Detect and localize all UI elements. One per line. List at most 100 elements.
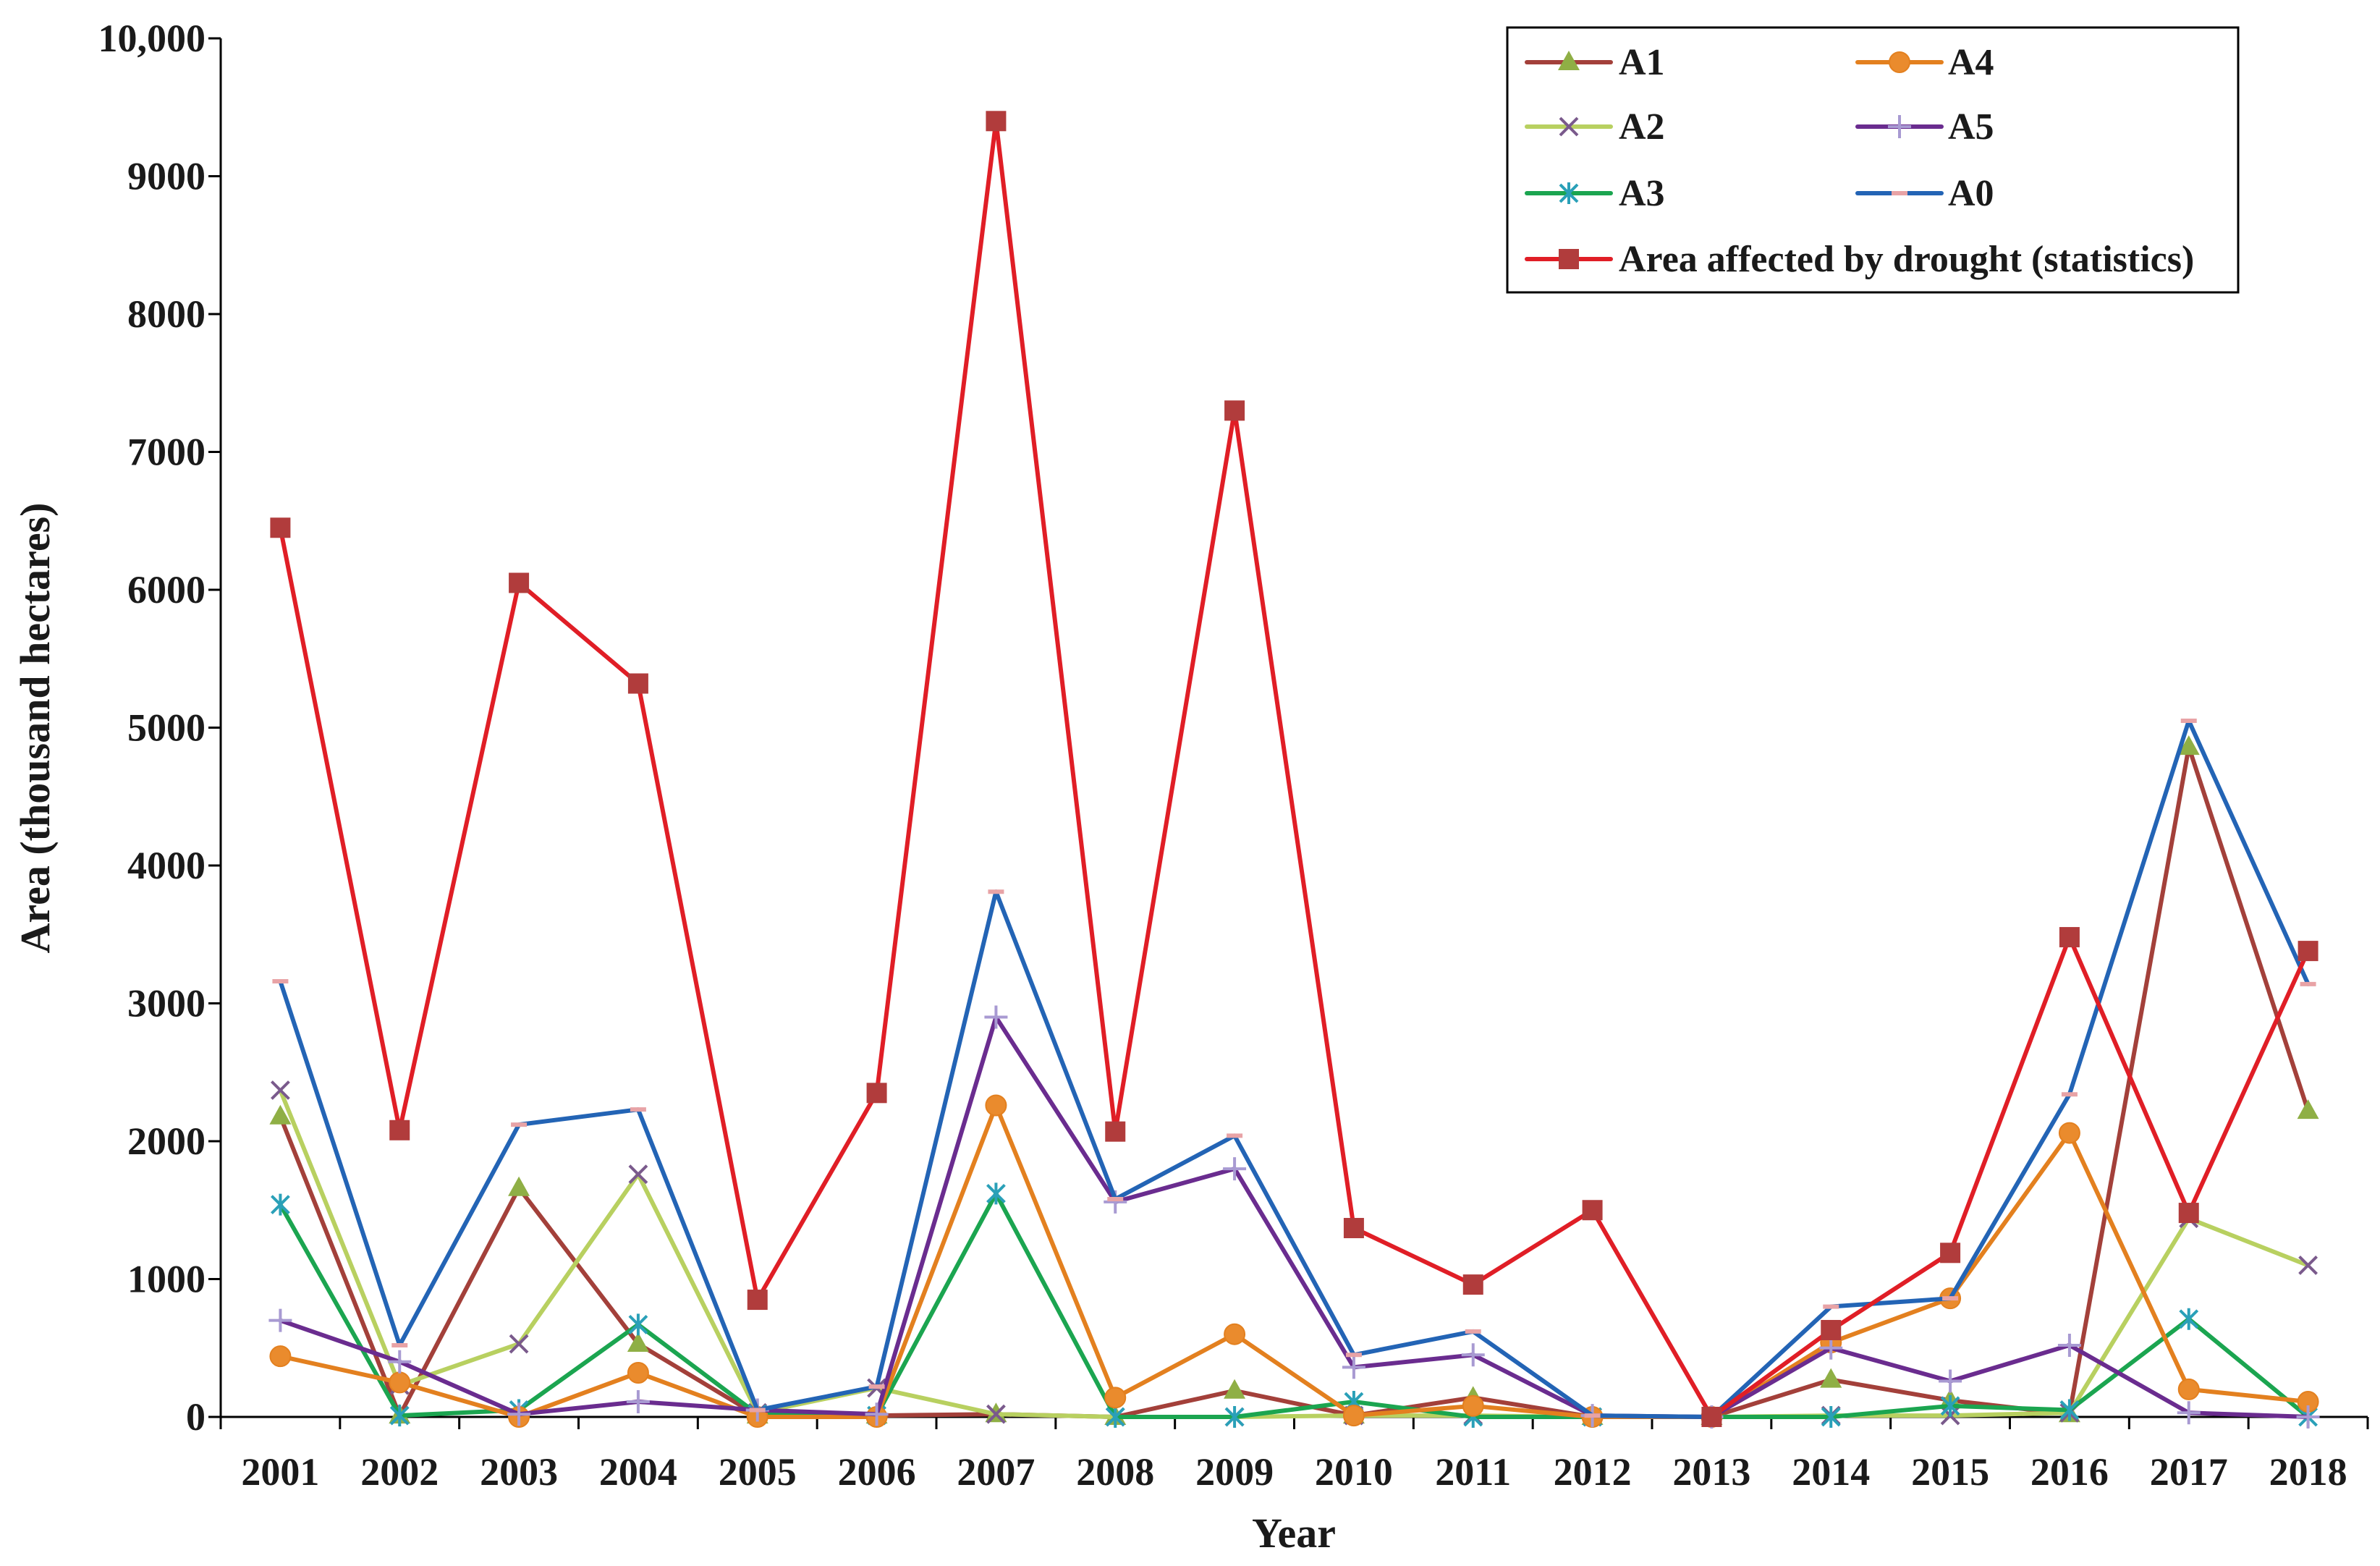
legend-marker-a5 bbox=[1888, 115, 1911, 138]
series-line-area-affected-by-drought-statistics bbox=[278, 119, 2311, 1419]
data-point-a5-2002 bbox=[388, 1350, 412, 1374]
series-line-a0 bbox=[278, 719, 2311, 1419]
data-point-a2-2007 bbox=[986, 1404, 1006, 1424]
data-point-a3-2007 bbox=[986, 1182, 1006, 1205]
x-tick-label: 2017 bbox=[2150, 1450, 2228, 1494]
data-point-area-affected-by-drought-statistics-2018 bbox=[2298, 941, 2318, 962]
y-tick-label: 5000 bbox=[127, 706, 206, 750]
data-point-area-affected-by-drought-statistics-2011 bbox=[1462, 1274, 1483, 1295]
x-tick-label: 2011 bbox=[1435, 1450, 1511, 1494]
axes: 0 1000 2000 3000 4000 5000 6000 7000 8000 9000 10,… bbox=[98, 17, 2369, 1494]
legend-marker-group-a2 bbox=[1559, 117, 1579, 137]
legend-label-a0: A0 bbox=[1948, 173, 1994, 214]
legend-marker-area-affected-by-drought-statistics bbox=[1559, 249, 1579, 269]
legend-item-a4: A4 bbox=[1855, 42, 1994, 83]
data-point-a4-2017 bbox=[2177, 1378, 2200, 1400]
data-point-area-affected-by-drought-statistics-2015 bbox=[1940, 1243, 1961, 1264]
data-point-a1-2017 bbox=[2177, 735, 2200, 756]
data-point-area-affected-by-drought-statistics-2009 bbox=[1224, 400, 1245, 421]
legend-item-a5: A5 bbox=[1855, 106, 1994, 148]
data-point-area-affected-by-drought-statistics-2001 bbox=[270, 517, 291, 538]
data-point-area-affected-by-drought-statistics-2006 bbox=[866, 1083, 887, 1104]
data-point-a3-2002 bbox=[389, 1405, 410, 1427]
data-point-a5-2009 bbox=[1223, 1157, 1247, 1181]
legend-label-drought-statistics: Area affected by drought (statistics) bbox=[1619, 239, 2194, 280]
x-tick-label: 2013 bbox=[1672, 1450, 1750, 1494]
data-point-a5-2018 bbox=[2296, 1405, 2320, 1429]
data-point-area-affected-by-drought-statistics-2008 bbox=[1105, 1121, 1126, 1142]
series-layer bbox=[268, 111, 2320, 1429]
legend-marker-group-drought-statistics bbox=[1559, 249, 1579, 269]
x-tick-label: 2004 bbox=[599, 1450, 677, 1494]
series-line-a1 bbox=[278, 745, 2311, 1419]
data-point-a3-2004 bbox=[628, 1313, 648, 1336]
data-point-a2-2003 bbox=[509, 1334, 529, 1354]
y-tick-label: 4000 bbox=[127, 844, 206, 887]
data-point-area-affected-by-drought-statistics-2002 bbox=[389, 1120, 410, 1140]
data-point-a4-2008 bbox=[1104, 1387, 1127, 1409]
data-point-a4-2004 bbox=[627, 1362, 649, 1384]
y-tick-label: 8000 bbox=[127, 292, 206, 336]
data-point-a5-2001 bbox=[268, 1308, 292, 1332]
data-point-area-affected-by-drought-statistics-2004 bbox=[627, 673, 648, 694]
x-tick-label: 2016 bbox=[2030, 1450, 2109, 1494]
data-point-a3-2001 bbox=[271, 1193, 290, 1216]
legend-marker-a2 bbox=[1559, 117, 1579, 137]
data-point-a3-2008 bbox=[1105, 1406, 1125, 1428]
legend-item-a0: A0 bbox=[1855, 173, 1994, 214]
x-tick-label: 2003 bbox=[480, 1450, 558, 1494]
y-tick-label: 10,000 bbox=[98, 17, 206, 60]
legend-box bbox=[1506, 26, 2240, 294]
data-point-a4-2001 bbox=[269, 1345, 292, 1368]
legend: A1 A4 A2 A5 A3 A0 bbox=[1506, 26, 2240, 294]
legend-label-a1: A1 bbox=[1619, 42, 1665, 83]
data-point-area-affected-by-drought-statistics-2017 bbox=[2178, 1203, 2199, 1224]
x-tick-label: 2008 bbox=[1076, 1450, 1154, 1494]
y-tick-label: 1000 bbox=[127, 1258, 206, 1301]
x-tick-label: 2001 bbox=[241, 1450, 319, 1494]
legend-label-a5: A5 bbox=[1948, 106, 1994, 148]
data-point-a1-2004 bbox=[627, 1332, 649, 1353]
series-area-affected-by-drought-statistics bbox=[270, 111, 2318, 1427]
y-tick-label: 6000 bbox=[127, 568, 206, 611]
legend-label-a3: A3 bbox=[1619, 173, 1665, 214]
legend-item-a2: A2 bbox=[1525, 106, 1665, 148]
x-tick-label: 2015 bbox=[1911, 1450, 1989, 1494]
data-point-a4-2007 bbox=[985, 1094, 1007, 1117]
series-a5 bbox=[268, 1005, 2320, 1429]
data-point-a1-2009 bbox=[1224, 1379, 1246, 1399]
series-a1 bbox=[269, 735, 2319, 1425]
data-point-a1-2014 bbox=[1820, 1368, 1842, 1388]
data-point-area-affected-by-drought-statistics-2013 bbox=[1701, 1407, 1722, 1427]
legend-item-a3: A3 bbox=[1525, 173, 1665, 214]
data-point-a4-2010 bbox=[1342, 1405, 1365, 1427]
x-tick-label: 2006 bbox=[838, 1450, 916, 1494]
data-point-a5-2003 bbox=[507, 1402, 531, 1426]
data-point-area-affected-by-drought-statistics-2010 bbox=[1343, 1218, 1364, 1239]
legend-marker-group-a5 bbox=[1888, 115, 1911, 138]
data-point-a4-2002 bbox=[389, 1371, 411, 1394]
data-point-a5-2017 bbox=[2177, 1401, 2201, 1425]
data-point-a4-2016 bbox=[2058, 1122, 2080, 1144]
data-point-a5-2011 bbox=[1461, 1343, 1485, 1367]
data-point-a5-2006 bbox=[865, 1402, 889, 1426]
x-tick-label: 2009 bbox=[1195, 1450, 1274, 1494]
y-tick-label: 9000 bbox=[127, 155, 206, 198]
data-point-a4-2009 bbox=[1224, 1323, 1246, 1345]
data-point-area-affected-by-drought-statistics-2005 bbox=[747, 1290, 768, 1311]
data-point-a3-2009 bbox=[1224, 1406, 1245, 1428]
legend-item-drought-statistics: Area affected by drought (statistics) bbox=[1525, 239, 2194, 280]
y-tick-label: 0 bbox=[186, 1395, 206, 1439]
legend-item-a1: A1 bbox=[1525, 42, 1665, 83]
data-point-area-affected-by-drought-statistics-2007 bbox=[986, 111, 1007, 132]
x-tick-label: 2002 bbox=[360, 1450, 439, 1494]
data-point-a2-2001 bbox=[271, 1080, 290, 1100]
x-tick-label: 2014 bbox=[1792, 1450, 1870, 1494]
series-line-a5 bbox=[278, 1015, 2311, 1419]
data-point-area-affected-by-drought-statistics-2016 bbox=[2059, 927, 2080, 948]
data-point-a1-2001 bbox=[269, 1104, 292, 1125]
legend-marker-group-a4 bbox=[1889, 51, 1910, 73]
x-axis-title: Year bbox=[1252, 1510, 1336, 1557]
legend-marker-a3 bbox=[1559, 182, 1579, 204]
